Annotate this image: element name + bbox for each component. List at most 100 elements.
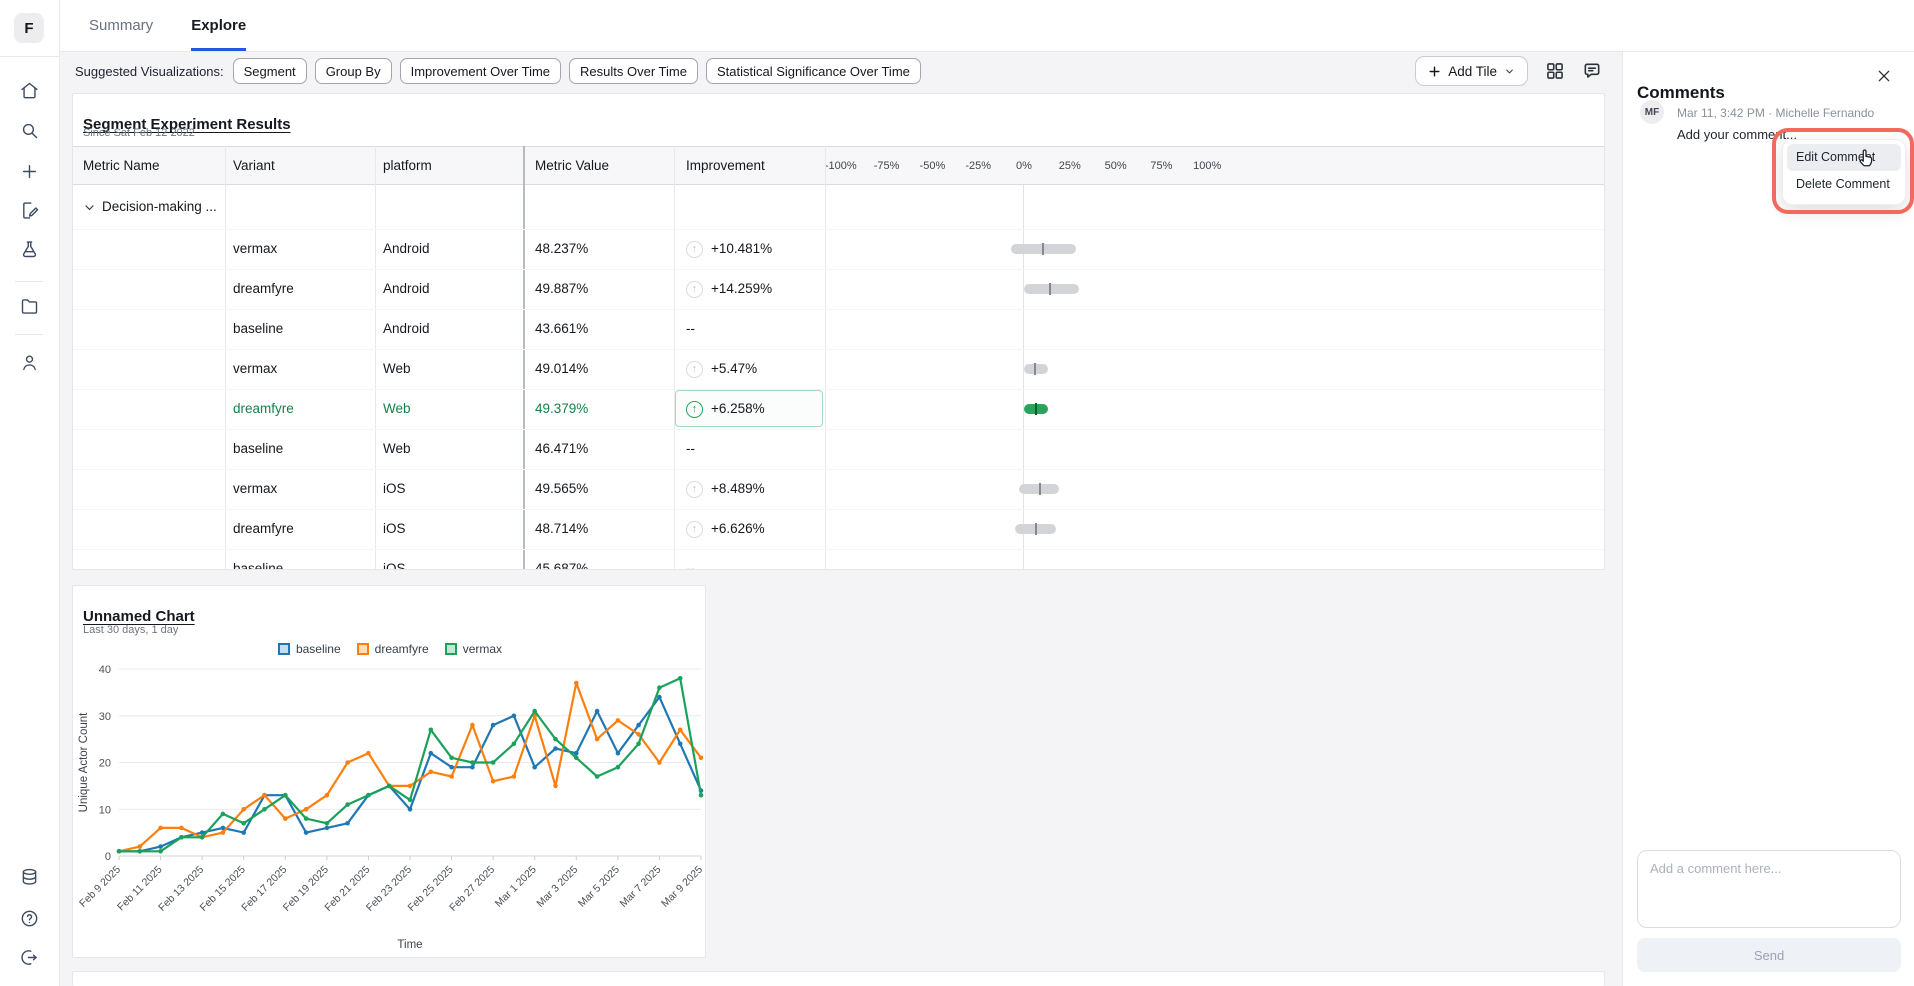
viz-button-segment[interactable]: Segment — [233, 58, 307, 84]
scale-tick: -50% — [920, 147, 946, 185]
improvement-value: +5.47% — [711, 349, 757, 389]
add-tile-button[interactable]: Add Tile — [1415, 56, 1528, 86]
table-row[interactable]: baselineWeb46.471%-- — [73, 429, 1605, 470]
svg-text:Mar 7 2025: Mar 7 2025 — [617, 864, 663, 910]
svg-text:0: 0 — [105, 851, 111, 863]
comments-toggle-icon[interactable] — [1582, 61, 1602, 81]
scale-tick: 25% — [1059, 147, 1081, 185]
improvement-cell: ↑+5.47% — [686, 349, 757, 389]
home-icon[interactable] — [19, 80, 40, 101]
platform-cell: iOS — [383, 549, 406, 570]
column-header-metric-name[interactable]: Metric Name — [83, 147, 160, 185]
column-header-platform[interactable]: platform — [383, 147, 432, 185]
app-logo[interactable]: F — [14, 13, 44, 43]
comments-panel: Comments MF Mar 11, 3:42 PM · Michelle F… — [1622, 52, 1914, 986]
menu-item-edit-comment[interactable]: Edit Comment — [1787, 144, 1901, 171]
column-header-variant[interactable]: Variant — [233, 147, 275, 185]
chart-subtitle: Last 30 days, 1 day — [83, 624, 178, 636]
svg-text:Feb 21 2025: Feb 21 2025 — [322, 864, 372, 914]
svg-text:Mar 9 2025: Mar 9 2025 — [659, 864, 705, 910]
comment-context-menu: Edit CommentDelete Comment — [1782, 139, 1906, 205]
svg-text:Feb 19 2025: Feb 19 2025 — [281, 864, 331, 914]
metric-value-cell: 49.887% — [535, 269, 588, 309]
legend-item-vermax[interactable]: vermax — [445, 642, 502, 656]
viz-button-group-by[interactable]: Group By — [315, 58, 392, 84]
platform-cell: Web — [383, 349, 411, 389]
metric-value-cell: 49.379% — [535, 389, 588, 429]
tab-explore[interactable]: Explore — [191, 0, 246, 51]
svg-text:Feb 13 2025: Feb 13 2025 — [156, 864, 206, 914]
viz-button-results-over-time[interactable]: Results Over Time — [569, 58, 698, 84]
column-header-metric-value[interactable]: Metric Value — [535, 147, 609, 185]
improvement-cell: -- — [686, 309, 695, 349]
draft-icon[interactable] — [19, 200, 40, 221]
improvement-mid-tick — [1035, 403, 1037, 415]
chart-title[interactable]: Unnamed Chart — [83, 608, 195, 625]
svg-text:Feb 11 2025: Feb 11 2025 — [115, 864, 165, 914]
close-icon[interactable] — [1876, 68, 1892, 84]
improvement-value: +6.258% — [711, 389, 765, 429]
table-body: Decision-making ...vermaxAndroid48.237%↑… — [73, 185, 1605, 569]
confidence-interval-bar — [1024, 284, 1079, 294]
table-row[interactable]: vermaxiOS49.565%↑+8.489% — [73, 469, 1605, 510]
legend-item-baseline[interactable]: baseline — [278, 642, 341, 656]
search-icon[interactable] — [19, 120, 40, 141]
table-row[interactable]: vermaxAndroid48.237%↑+10.481% — [73, 229, 1605, 270]
legend-swatch — [357, 643, 369, 655]
variant-cell: vermax — [233, 469, 277, 509]
table-row[interactable]: vermaxWeb49.014%↑+5.47% — [73, 349, 1605, 390]
segment-results-panel: Segment Experiment Results Since Sat Feb… — [72, 93, 1605, 570]
variant-cell: dreamfyre — [233, 389, 294, 429]
column-header-improvement[interactable]: Improvement — [686, 147, 765, 185]
plus-icon[interactable] — [19, 161, 40, 182]
svg-text:Unique Actor Count: Unique Actor Count — [78, 712, 90, 813]
legend-swatch — [278, 643, 290, 655]
send-button[interactable]: Send — [1637, 938, 1901, 972]
platform-cell: Web — [383, 389, 411, 429]
legend-item-dreamfyre[interactable]: dreamfyre — [357, 642, 429, 656]
table-row[interactable]: baselineAndroid43.661%-- — [73, 309, 1605, 350]
svg-text:Mar 3 2025: Mar 3 2025 — [534, 864, 580, 910]
plus-icon — [1428, 65, 1441, 78]
table-row[interactable]: dreamfyreAndroid49.887%↑+14.259% — [73, 269, 1605, 310]
svg-text:Feb 23 2025: Feb 23 2025 — [364, 864, 414, 914]
viz-button-statistical-significance-over-time[interactable]: Statistical Significance Over Time — [706, 58, 921, 84]
database-icon[interactable] — [19, 867, 40, 888]
svg-text:20: 20 — [99, 758, 111, 770]
scale-tick: -100% — [825, 147, 857, 185]
metric-value-cell: 49.014% — [535, 349, 588, 389]
platform-cell: Android — [383, 269, 430, 309]
scale-tick: -25% — [965, 147, 991, 185]
variant-cell: baseline — [233, 309, 283, 349]
viz-button-improvement-over-time[interactable]: Improvement Over Time — [400, 58, 561, 84]
menu-item-delete-comment[interactable]: Delete Comment — [1787, 171, 1901, 198]
comment-input[interactable] — [1637, 850, 1901, 928]
topbar: Summary Explore — [59, 0, 1914, 52]
user-icon[interactable] — [19, 352, 40, 373]
help-icon[interactable] — [19, 908, 40, 929]
chevron-down-icon[interactable] — [83, 201, 96, 214]
platform-cell: Android — [383, 309, 430, 349]
improvement-mid-tick — [1042, 243, 1044, 255]
logout-icon[interactable] — [19, 947, 40, 968]
folder-icon[interactable] — [19, 296, 40, 317]
improvement-cell: -- — [686, 549, 695, 570]
metric-group-row[interactable]: Decision-making ... — [73, 185, 1605, 230]
arrow-up-circle-icon: ↑ — [686, 401, 703, 418]
variant-cell: vermax — [233, 229, 277, 269]
improvement-mid-tick — [1039, 483, 1041, 495]
table-row[interactable]: baselineiOS45.687%-- — [73, 549, 1605, 570]
svg-text:Feb 25 2025: Feb 25 2025 — [406, 864, 456, 914]
sidebar-divider — [0, 56, 59, 57]
scale-tick: 75% — [1150, 147, 1172, 185]
svg-text:Feb 17 2025: Feb 17 2025 — [239, 864, 289, 914]
grid-layout-icon[interactable] — [1545, 61, 1565, 81]
tab-summary[interactable]: Summary — [89, 0, 153, 51]
table-row[interactable]: dreamfyre Web 49.379% ↑ +6.258% — [73, 389, 1605, 430]
svg-text:40: 40 — [99, 664, 111, 676]
suggested-visualizations-label: Suggested Visualizations: — [75, 64, 224, 79]
table-row[interactable]: dreamfyreiOS48.714%↑+6.626% — [73, 509, 1605, 550]
arrow-up-circle-icon: ↑ — [686, 241, 703, 258]
metric-value-cell: 45.687% — [535, 549, 588, 570]
experiment-icon[interactable] — [19, 239, 40, 260]
